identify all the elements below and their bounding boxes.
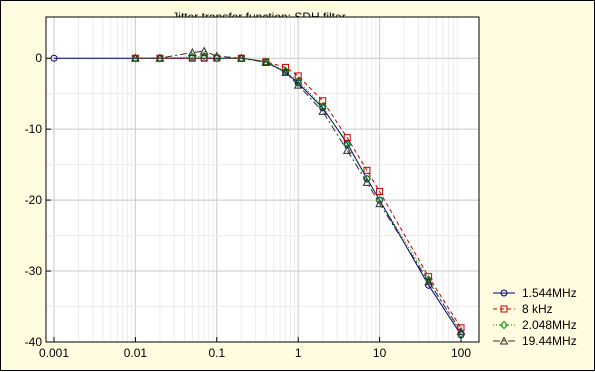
plot-area — [46, 17, 479, 342]
data-point — [200, 54, 208, 62]
data-point — [261, 57, 271, 66]
data-point — [362, 177, 372, 186]
series-line — [54, 57, 462, 336]
data-point — [293, 80, 303, 89]
data-point — [424, 275, 433, 284]
legend-item: 2.048MHz — [493, 318, 577, 332]
legend-item: 1.544MHz — [493, 286, 577, 300]
legend-marker — [499, 336, 509, 345]
data-point — [375, 199, 384, 208]
data-point — [319, 97, 327, 105]
series-line — [135, 50, 462, 332]
legend-item: 8 kHz — [493, 302, 553, 316]
data-point — [236, 53, 246, 62]
data-point — [362, 174, 372, 184]
series-3 — [131, 46, 466, 335]
legend-label: 19.44MHz — [522, 334, 577, 348]
data-point — [155, 53, 165, 62]
data-point — [363, 166, 371, 174]
data-point — [199, 46, 209, 55]
x-tick-label: 1 — [295, 346, 302, 360]
x-tick-label: 100 — [451, 346, 471, 360]
legend-label: 2.048MHz — [522, 318, 577, 332]
data-point — [293, 76, 303, 86]
x-tick-label: 0.01 — [124, 346, 148, 360]
legend-marker — [500, 305, 508, 313]
y-tick-label: -20 — [25, 193, 43, 207]
data-point — [424, 277, 433, 286]
legend-marker — [499, 320, 509, 330]
data-point — [376, 188, 384, 196]
data-point — [319, 104, 327, 112]
legend-item: 19.44MHz — [493, 334, 577, 348]
data-point — [294, 79, 302, 87]
axis-ticks: 0.001 0.01 0.1 1 10 100 0 -10 -20 -30 -40 — [25, 51, 472, 360]
data-point — [199, 51, 209, 61]
x-tick-label: 0.001 — [39, 346, 69, 360]
y-tick-label: 0 — [35, 51, 42, 65]
data-point — [294, 72, 302, 80]
data-point — [187, 47, 197, 57]
data-point — [318, 106, 328, 115]
series-layer — [50, 46, 466, 339]
data-point — [342, 145, 352, 154]
legend-marker — [500, 289, 508, 297]
plot-border — [45, 16, 480, 343]
y-tick-label: -30 — [25, 264, 43, 278]
legend-label: 8 kHz — [522, 302, 553, 316]
data-point — [282, 63, 290, 71]
legend: 1.544MHz 8 kHz 2.048MHz 19.44MHz — [493, 286, 577, 348]
data-point — [425, 273, 433, 281]
data-point — [212, 51, 222, 60]
data-point — [456, 326, 466, 335]
legend-label: 1.544MHz — [522, 286, 577, 300]
y-tick-label: -10 — [25, 122, 43, 136]
data-point — [281, 66, 290, 76]
data-point — [343, 140, 352, 149]
data-point — [281, 67, 290, 76]
y-tick-label: -40 — [25, 335, 43, 349]
data-point — [131, 53, 140, 62]
x-tick-label: 0.1 — [208, 346, 225, 360]
data-point — [318, 102, 327, 111]
x-tick-label: 10 — [373, 346, 387, 360]
